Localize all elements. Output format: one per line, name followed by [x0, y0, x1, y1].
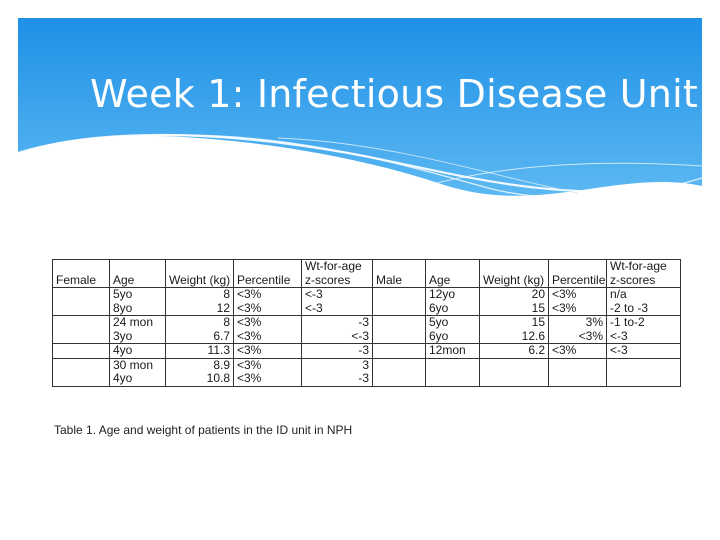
patient-table-container: Female Age Weight (kg) Percentile Wt-for… [52, 259, 681, 387]
male-zscore-cell: <-3 [606, 343, 681, 359]
female-percentile-cell: <3% <3% [233, 357, 302, 387]
male-weight-cell [479, 357, 549, 387]
slide-title: Week 1: Infectious Disease Unit [90, 72, 698, 116]
female-label-cell [52, 287, 110, 316]
female-label-cell [52, 357, 110, 387]
header-cell: Age [109, 259, 166, 288]
male-age-cell: 12mon [425, 343, 480, 359]
male-percentile-cell: <3% [548, 343, 607, 359]
male-percentile-cell [548, 357, 607, 387]
female-weight-cell: 8 6.7 [165, 315, 234, 344]
header-cell: Wt-for-age z-scores [606, 259, 681, 288]
female-zscore-cell: <-3 <-3 [301, 287, 373, 316]
male-label-cell [372, 357, 426, 387]
female-weight-cell: 8.9 10.8 [165, 357, 234, 387]
header-cell: Female [52, 259, 110, 288]
female-percentile-cell: <3% <3% [233, 315, 302, 344]
female-age-cell: 30 mon 4yo [109, 357, 166, 387]
male-percentile-cell: 3% <3% [548, 315, 607, 344]
title-banner: Week 1: Infectious Disease Unit [18, 18, 702, 218]
male-weight-cell: 6.2 [479, 343, 549, 359]
male-label-cell [372, 287, 426, 316]
table-row: 30 mon 4yo 8.9 10.8 <3% <3% 3 -3 [52, 357, 681, 387]
female-zscore-cell: -3 [301, 343, 373, 359]
male-percentile-cell: <3% <3% [548, 287, 607, 316]
female-age-cell: 4yo [109, 343, 166, 359]
female-weight-cell: 11.3 [165, 343, 234, 359]
female-label-cell [52, 343, 110, 359]
header-cell: Age [425, 259, 480, 288]
header-cell: Weight (kg) [479, 259, 549, 288]
patient-table: Female Age Weight (kg) Percentile Wt-for… [52, 259, 681, 387]
header-cell: Wt-for-age z-scores [301, 259, 373, 288]
female-weight-cell: 8 12 [165, 287, 234, 316]
table-caption: Table 1. Age and weight of patients in t… [54, 423, 353, 437]
male-zscore-cell: -1 to-2 <-3 [606, 315, 681, 344]
male-age-cell [425, 357, 480, 387]
male-age-cell: 5yo 6yo [425, 315, 480, 344]
female-zscore-cell: -3 <-3 [301, 315, 373, 344]
female-percentile-cell: <3% <3% [233, 287, 302, 316]
table-header-row: Female Age Weight (kg) Percentile Wt-for… [52, 259, 681, 288]
female-percentile-cell: <3% [233, 343, 302, 359]
header-cell: Percentile [548, 259, 607, 288]
header-cell: Percentile [233, 259, 302, 288]
header-cell: Male [372, 259, 426, 288]
table-row: 4yo 11.3 <3% -3 12mon 6.2 <3% <-3 [52, 343, 681, 359]
male-weight-cell: 15 12.6 [479, 315, 549, 344]
female-zscore-cell: 3 -3 [301, 357, 373, 387]
male-zscore-cell [606, 357, 681, 387]
male-label-cell [372, 343, 426, 359]
table-row: 5yo 8yo 8 12 <3% <3% <-3 <-3 12yo 6yo 20 15 <3% <3% n/… [52, 287, 681, 316]
female-age-cell: 24 mon 3yo [109, 315, 166, 344]
male-label-cell [372, 315, 426, 344]
table-row: 24 mon 3yo 8 6.7 <3% <3% -3 <-3 5yo 6yo 15 12.6 3% <3… [52, 315, 681, 344]
female-age-cell: 5yo 8yo [109, 287, 166, 316]
header-cell: Weight (kg) [165, 259, 234, 288]
male-zscore-cell: n/a -2 to -3 [606, 287, 681, 316]
banner-graphic [18, 18, 702, 199]
female-label-cell [52, 315, 110, 344]
male-age-cell: 12yo 6yo [425, 287, 480, 316]
male-weight-cell: 20 15 [479, 287, 549, 316]
